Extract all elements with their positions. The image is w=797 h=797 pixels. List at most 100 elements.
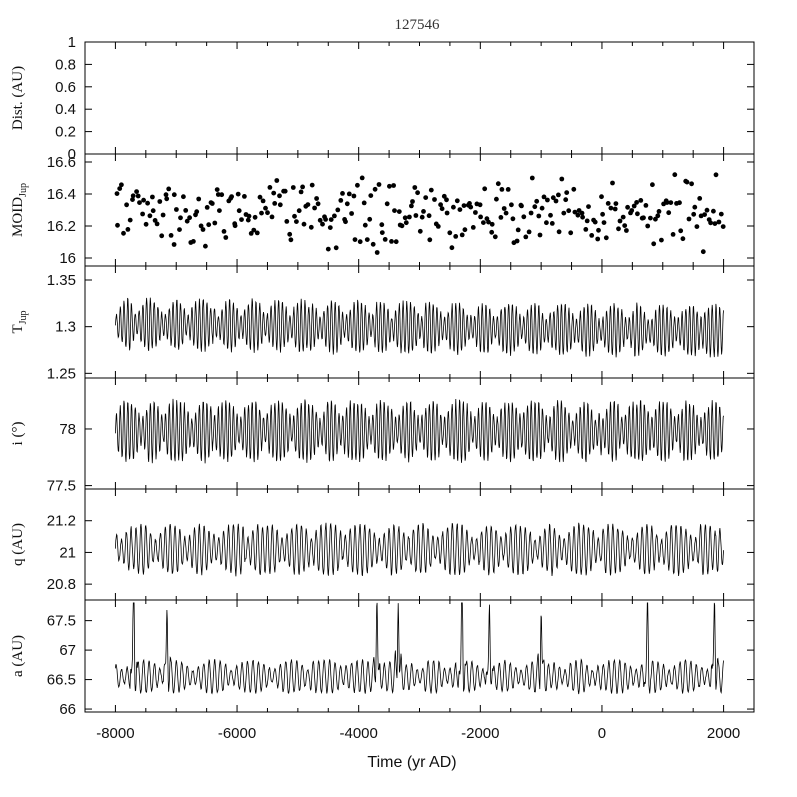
- data-point: [468, 204, 474, 210]
- data-point: [677, 200, 682, 206]
- data-point: [338, 198, 344, 203]
- data-point: [168, 233, 174, 238]
- data-point: [643, 203, 649, 208]
- data-point: [335, 207, 341, 213]
- x-tick-label: -8000: [96, 725, 134, 742]
- data-point: [187, 215, 193, 221]
- data-point: [359, 175, 365, 181]
- data-point: [580, 214, 585, 220]
- data-point: [203, 243, 208, 249]
- data-point: [635, 211, 640, 217]
- data-point: [130, 193, 136, 199]
- data-point: [370, 241, 376, 247]
- data-point: [596, 227, 601, 233]
- data-point: [152, 218, 158, 223]
- data-point: [308, 224, 314, 230]
- data-point: [328, 217, 334, 223]
- y-axis-label-tjup: TJup: [10, 310, 29, 333]
- data-point: [251, 227, 257, 233]
- data-point: [257, 194, 263, 200]
- data-point: [340, 191, 345, 196]
- y-axis-label-dist: Dist. (AU): [10, 66, 26, 130]
- data-point: [212, 220, 218, 226]
- data-point: [498, 215, 504, 220]
- data-point: [391, 183, 396, 188]
- y-tick-label: 1.3: [55, 319, 76, 336]
- data-point: [260, 198, 266, 204]
- data-point: [351, 193, 357, 199]
- data-point: [473, 210, 478, 215]
- data-point: [314, 196, 319, 201]
- data-point: [389, 239, 394, 244]
- data-point: [343, 219, 348, 225]
- data-point: [428, 187, 434, 193]
- data-point: [556, 192, 561, 198]
- data-point: [453, 234, 459, 239]
- x-tick-label: -4000: [339, 725, 377, 742]
- data-point: [323, 217, 328, 222]
- data-point: [294, 219, 299, 225]
- data-point: [277, 202, 283, 208]
- data-point: [150, 194, 155, 200]
- data-point: [650, 182, 655, 188]
- data-point: [194, 209, 200, 215]
- data-point: [534, 198, 540, 204]
- data-point: [361, 200, 367, 206]
- data-point: [622, 223, 628, 229]
- data-point: [608, 205, 614, 211]
- data-point: [537, 232, 543, 238]
- data-point: [204, 205, 210, 210]
- data-point: [292, 213, 297, 219]
- data-point: [355, 182, 360, 188]
- y-tick-label: 66.5: [47, 672, 76, 689]
- data-point: [349, 211, 354, 216]
- data-point: [489, 221, 495, 227]
- data-point: [539, 205, 545, 211]
- data-point: [160, 212, 166, 218]
- data-point: [556, 229, 562, 235]
- data-point: [287, 231, 293, 237]
- data-point: [613, 201, 619, 207]
- y-axis-label-q: q (AU): [10, 523, 26, 566]
- y-tick-label: 0.4: [55, 101, 76, 118]
- panel-dist: 0 0.2 0.4 0.6 0.8 1 Dist. (AU): [10, 34, 755, 163]
- y-tick-label: 16.6: [47, 154, 76, 171]
- data-point: [246, 213, 252, 219]
- data-point: [720, 224, 726, 230]
- data-point: [312, 205, 317, 211]
- data-point: [549, 221, 555, 226]
- data-point: [177, 227, 182, 233]
- data-point: [449, 245, 455, 251]
- data-point: [447, 230, 453, 236]
- data-point: [245, 217, 251, 223]
- data-point: [379, 222, 385, 228]
- data-point: [435, 224, 441, 229]
- data-point: [157, 199, 163, 204]
- data-point: [625, 204, 630, 210]
- data-point: [191, 239, 196, 244]
- y-tick-label: 1: [68, 34, 76, 51]
- data-point: [477, 202, 483, 208]
- data-point: [183, 208, 189, 213]
- data-point: [267, 185, 273, 190]
- data-point: [137, 200, 142, 206]
- data-point: [624, 228, 629, 233]
- data-point: [298, 189, 304, 195]
- data-point: [130, 197, 135, 203]
- data-point: [196, 196, 202, 202]
- data-point: [325, 246, 331, 252]
- data-point: [384, 201, 390, 207]
- x-tick-label: 0: [598, 725, 606, 742]
- panel-q: 20.8 21 21.2 q (AU): [10, 488, 755, 601]
- y-tick-label: 0.6: [55, 79, 76, 96]
- series-line-incl: [115, 398, 724, 464]
- data-point: [426, 213, 432, 219]
- data-point: [680, 236, 686, 242]
- data-point: [421, 209, 426, 214]
- data-point: [147, 213, 153, 219]
- data-point: [684, 179, 690, 185]
- data-point: [486, 219, 491, 225]
- y-axis-label-subscript: Jup: [18, 310, 29, 324]
- data-point: [327, 225, 333, 231]
- data-point: [413, 213, 419, 218]
